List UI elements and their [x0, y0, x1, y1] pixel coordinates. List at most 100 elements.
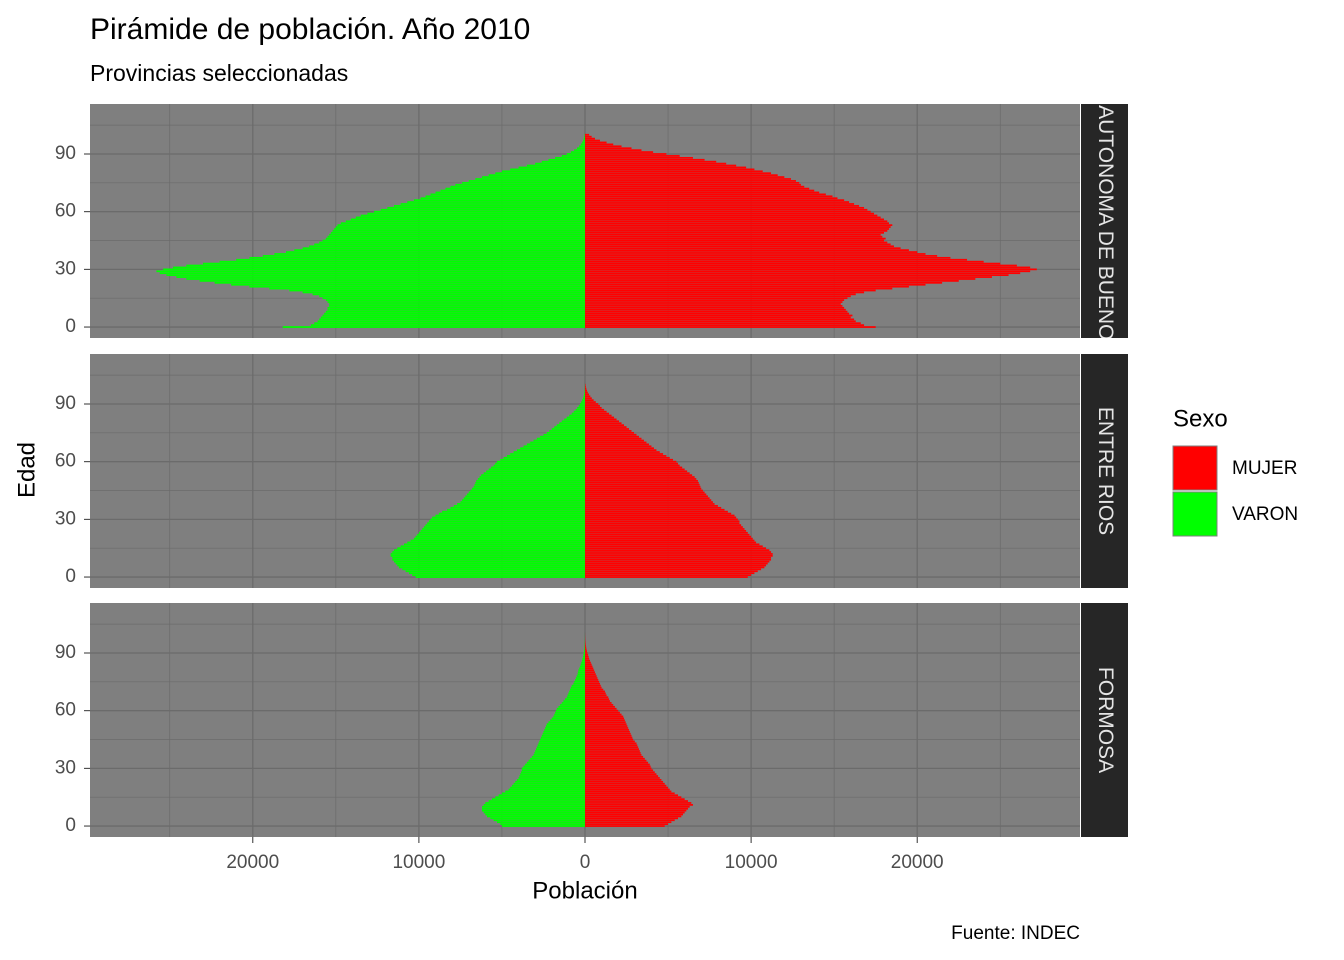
bar: [474, 483, 585, 486]
bar: [516, 449, 585, 452]
bar: [577, 673, 585, 676]
y-tick-label: 30: [55, 508, 76, 529]
chart-title: Pirámide de población. Año 2010: [90, 13, 530, 46]
bar: [585, 203, 855, 205]
bar: [516, 779, 585, 781]
bar: [585, 723, 627, 725]
bar: [417, 533, 585, 536]
x-tick-label: 20000: [226, 852, 279, 873]
bar: [407, 201, 585, 203]
bar: [585, 553, 773, 555]
bar: [585, 654, 589, 656]
bar: [585, 420, 620, 423]
bar: [585, 675, 597, 677]
bar: [543, 730, 585, 733]
bar: [585, 274, 1009, 276]
bar: [199, 280, 586, 282]
bar: [579, 667, 585, 670]
bar: [585, 472, 690, 475]
bar: [585, 462, 679, 465]
bar: [262, 255, 585, 257]
bar: [585, 147, 632, 150]
bar: [488, 468, 585, 471]
bar: [556, 424, 585, 427]
bar: [580, 143, 585, 146]
bar: [585, 802, 692, 804]
bar: [442, 510, 585, 513]
bar: [585, 729, 630, 731]
bar: [413, 537, 585, 540]
bar: [585, 804, 693, 806]
bar: [575, 677, 585, 679]
bar: [585, 727, 629, 729]
bar: [282, 326, 585, 328]
bar: [519, 775, 585, 777]
bar: [503, 456, 585, 459]
bar: [585, 166, 747, 169]
bar: [585, 226, 891, 228]
bar: [531, 755, 585, 758]
bar: [428, 520, 585, 523]
bar: [585, 476, 695, 478]
bar: [585, 458, 674, 461]
bar: [585, 518, 738, 521]
strip-label: ENTRE RIOS: [1094, 407, 1117, 535]
legend-key: [1172, 445, 1218, 491]
bar: [453, 505, 585, 507]
bar: [585, 512, 732, 515]
bar: [425, 524, 585, 526]
bar: [585, 562, 768, 565]
bar: [585, 447, 654, 450]
bar: [510, 453, 585, 455]
bar: [585, 748, 639, 750]
bar: [585, 493, 707, 496]
bar: [585, 788, 670, 791]
bar: [269, 287, 585, 290]
bar: [585, 539, 755, 542]
bar: [585, 149, 642, 152]
bar: [585, 545, 763, 548]
bar: [585, 704, 614, 706]
bar: [585, 750, 640, 752]
bar: [585, 535, 752, 538]
bar: [518, 777, 585, 779]
bar: [397, 564, 585, 567]
bar: [322, 297, 585, 300]
bar: [360, 214, 585, 217]
bar: [585, 401, 596, 403]
bar: [390, 553, 585, 555]
bar: [585, 262, 1001, 265]
bar: [585, 195, 833, 198]
bar: [585, 431, 635, 434]
x-axis-title: Población: [532, 877, 637, 904]
bar: [585, 168, 755, 171]
bar: [521, 769, 585, 772]
bar: [585, 732, 631, 735]
bar: [397, 547, 585, 550]
bar: [393, 560, 585, 563]
bar: [408, 572, 585, 575]
bar: [166, 274, 585, 276]
strip-background: [1081, 354, 1128, 588]
bar: [585, 266, 1031, 269]
bar: [486, 815, 585, 818]
bar: [325, 299, 585, 301]
bar: [585, 524, 742, 526]
bar: [584, 650, 585, 652]
bar: [555, 711, 585, 714]
bar: [477, 478, 585, 480]
x-tick-label: 10000: [392, 852, 445, 873]
bar: [511, 784, 585, 787]
bar: [543, 433, 585, 436]
bar: [498, 794, 585, 797]
bar: [585, 663, 592, 666]
bar: [585, 228, 889, 230]
bar: [460, 501, 585, 503]
bar: [555, 709, 585, 712]
bar: [585, 391, 588, 394]
bar: [496, 460, 585, 463]
bar: [577, 671, 585, 674]
bar: [470, 489, 585, 492]
bar: [585, 308, 846, 311]
bar: [319, 318, 585, 321]
